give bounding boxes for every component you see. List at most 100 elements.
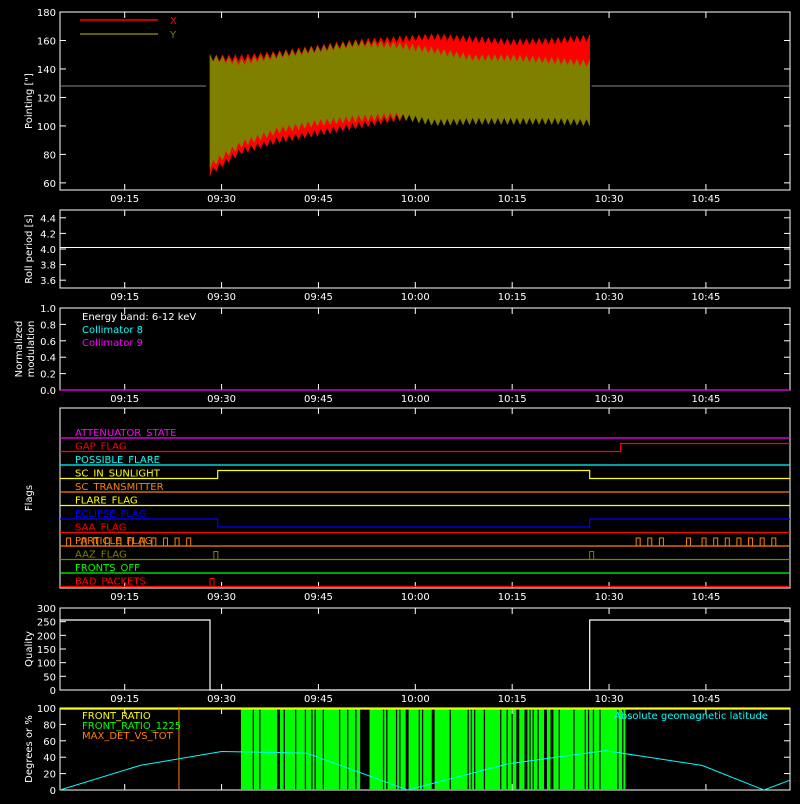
- ratios-legend-label: FRONT_RATIO_1225: [82, 721, 181, 732]
- front-ratio-1225-bar: [571, 708, 574, 790]
- front-ratio-1225-bar: [408, 708, 411, 790]
- flag-line: [60, 469, 790, 480]
- front-ratio-1225-bar: [413, 708, 416, 790]
- front-ratio-1225-bar: [351, 708, 354, 790]
- flag-label: GAP_FLAG: [75, 442, 127, 453]
- front-ratio-1225-bar: [387, 708, 390, 790]
- front-ratio-1225-bar: [389, 708, 392, 790]
- flags-ylabel: Flags: [24, 485, 35, 511]
- front-ratio-1225-bar: [548, 708, 551, 790]
- modulation-xtick-label: 09:30: [207, 394, 236, 405]
- front-ratio-1225-bar: [353, 708, 356, 790]
- flag-pulse: [736, 537, 742, 546]
- front-ratio-1225-bar: [341, 708, 344, 790]
- modulation-annotation: Collimator 8: [82, 325, 143, 336]
- front-ratio-1225-bar: [299, 708, 302, 790]
- front-ratio-1225-bar: [392, 708, 395, 790]
- front-ratio-1225-bar: [257, 708, 260, 790]
- front-ratio-1225-bar: [393, 708, 396, 790]
- front-ratio-1225-bar: [595, 708, 598, 790]
- flag-line: [60, 518, 790, 528]
- modulation-xtick-label: 10:15: [498, 394, 527, 405]
- quality-ytick-label: 50: [43, 672, 56, 683]
- roll-ytick-label: 4.0: [40, 245, 56, 256]
- front-ratio-1225-bar: [437, 708, 440, 790]
- roll-ylabel: Roll period [s]: [24, 214, 35, 283]
- flag-pulse: [128, 537, 134, 546]
- front-ratio-1225-bar: [446, 708, 449, 790]
- ratios-ytick-label: 80: [43, 720, 56, 731]
- modulation-ytick-label: 0.2: [40, 370, 56, 381]
- front-ratio-1225-bar: [502, 708, 505, 790]
- front-ratio-1225-bar: [600, 708, 603, 790]
- front-ratio-1225-bar: [415, 708, 418, 790]
- flag-pulse: [724, 537, 730, 546]
- legend-label-y: Y: [169, 30, 177, 41]
- front-ratio-1225-bar: [340, 708, 343, 790]
- front-ratio-1225-bar: [447, 708, 450, 790]
- front-ratio-1225-bar: [268, 708, 271, 790]
- quality-ytick-label: 200: [37, 631, 56, 642]
- quality-ytick-label: 250: [37, 618, 56, 629]
- flags-xtick-label: 09:15: [110, 592, 139, 603]
- pointing-xtick-label: 10:45: [692, 194, 721, 205]
- front-ratio-1225-bar: [369, 708, 372, 790]
- flag-pulse: [748, 537, 754, 546]
- front-ratio-1225-bar: [423, 708, 426, 790]
- flag-pulse: [116, 537, 122, 546]
- front-ratio-1225-bar: [307, 708, 310, 790]
- modulation-ytick-label: 1.0: [40, 304, 56, 315]
- front-ratio-1225-bar: [618, 708, 621, 790]
- flags-xtick-label: 10:30: [595, 592, 624, 603]
- flags-xtick-label: 09:30: [207, 592, 236, 603]
- front-ratio-1225-bar: [410, 708, 413, 790]
- front-ratio-1225-bar: [284, 708, 287, 790]
- flag-label: SAA_FLAG: [75, 523, 126, 534]
- front-ratio-1225-bar: [454, 708, 457, 790]
- flag-pulse: [66, 537, 72, 546]
- front-ratio-1225-bar: [273, 708, 276, 790]
- front-ratio-1225-bar: [613, 708, 616, 790]
- front-ratio-1225-bar: [411, 708, 414, 790]
- front-ratio-1225-bar: [555, 708, 558, 790]
- flag-pulse: [162, 537, 168, 546]
- front-ratio-1225-bar: [605, 708, 608, 790]
- front-ratio-1225-bar: [491, 708, 494, 790]
- front-ratio-1225-bar: [280, 708, 283, 790]
- front-ratio-1225-bar: [498, 708, 501, 790]
- front-ratio-1225-bar: [289, 708, 292, 790]
- front-ratio-1225-bar: [250, 708, 253, 790]
- quality-xtick-label: 10:00: [401, 694, 430, 705]
- modulation-annotation: Collimator 9: [82, 338, 143, 349]
- front-ratio-1225-bar: [568, 708, 571, 790]
- front-ratio-1225-bar: [288, 708, 291, 790]
- front-ratio-1225-bar: [512, 708, 515, 790]
- flag-pulse: [701, 537, 707, 546]
- front-ratio-1225-bar: [244, 708, 247, 790]
- front-ratio-1225-bar: [371, 708, 374, 790]
- front-ratio-1225-bar: [441, 708, 444, 790]
- front-ratio-1225-bar: [240, 708, 243, 790]
- roll-xtick-label: 09:45: [304, 292, 333, 303]
- front-ratio-1225-bar: [323, 708, 326, 790]
- front-ratio-1225-bar: [317, 708, 320, 790]
- pointing-xtick-label: 09:45: [304, 194, 333, 205]
- front-ratio-1225-bar: [260, 708, 263, 790]
- flag-pulse: [213, 551, 219, 560]
- pointing-ytick-label: 180: [37, 8, 56, 19]
- front-ratio-1225-bar: [455, 708, 458, 790]
- pointing-xtick-label: 09:30: [207, 194, 236, 205]
- front-ratio-1225-bar: [480, 708, 483, 790]
- quality-xtick-label: 09:45: [304, 694, 333, 705]
- ratios-legend-label: FRONT_RATIO: [82, 711, 151, 722]
- front-ratio-1225-bar: [462, 708, 465, 790]
- front-ratio-1225-bar: [245, 708, 248, 790]
- front-ratio-1225-bar: [463, 708, 466, 790]
- front-ratio-1225-bar: [262, 708, 265, 790]
- front-ratio-1225-bar: [325, 708, 328, 790]
- modulation-ylabel: modulation: [26, 321, 37, 378]
- front-ratio-1225-bar: [530, 708, 533, 790]
- front-ratio-1225-bar: [509, 708, 512, 790]
- flag-pulse: [81, 537, 87, 546]
- front-ratio-1225-bar: [582, 708, 585, 790]
